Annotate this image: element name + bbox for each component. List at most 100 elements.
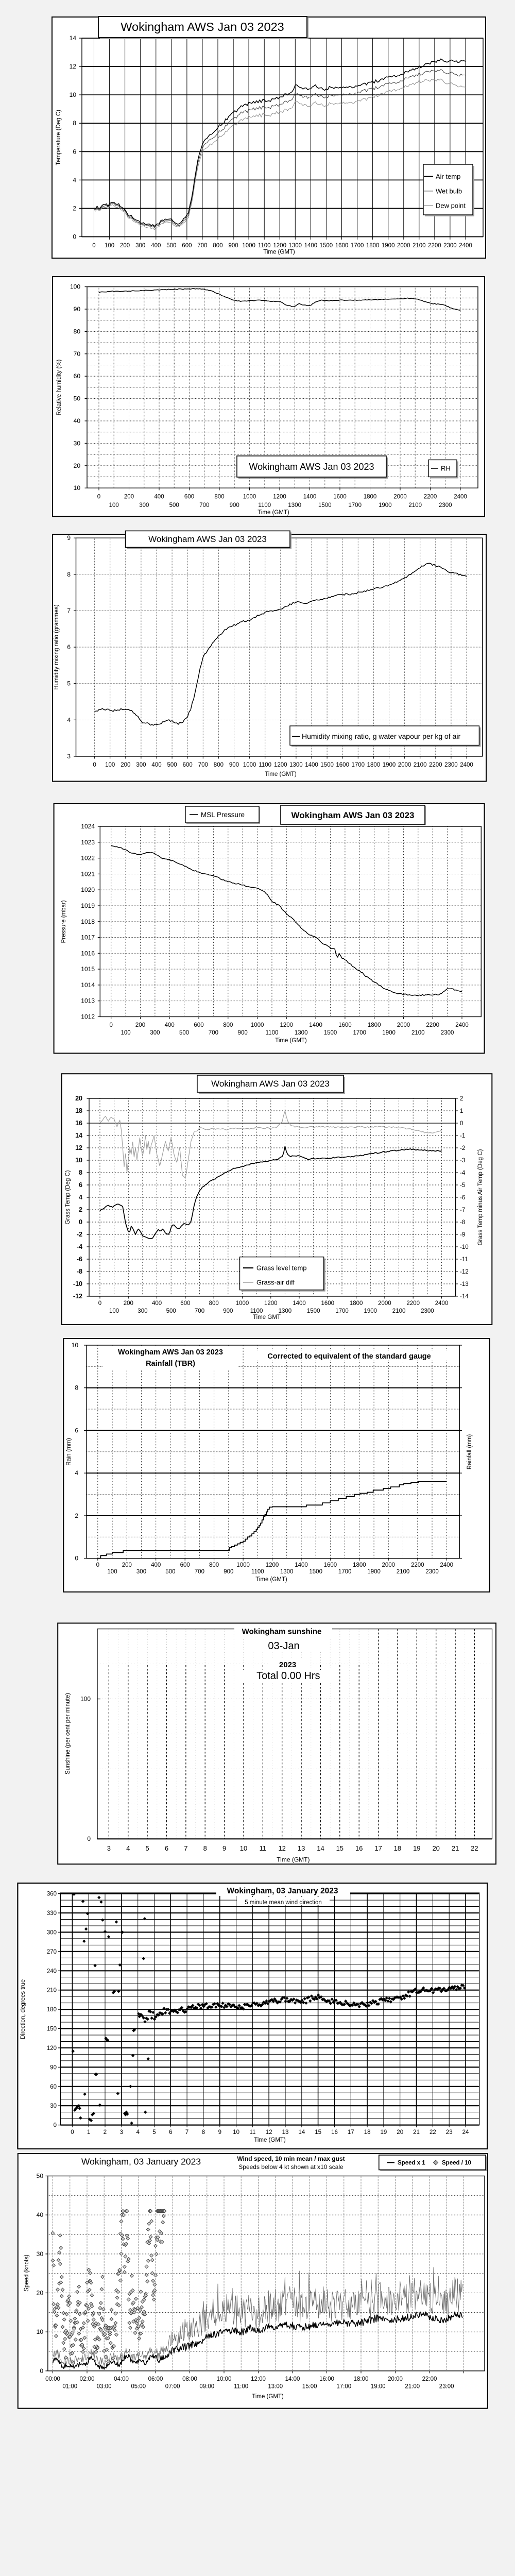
svg-text:2300: 2300 xyxy=(439,502,452,509)
svg-text:1022: 1022 xyxy=(81,855,95,862)
svg-text:2000: 2000 xyxy=(397,243,410,249)
svg-text:400: 400 xyxy=(165,1022,175,1028)
svg-text:17:00: 17:00 xyxy=(336,2384,351,2390)
svg-text:0: 0 xyxy=(109,1022,112,1028)
svg-text:1500: 1500 xyxy=(320,762,334,768)
svg-text:21:00: 21:00 xyxy=(405,2384,420,2390)
svg-text:23:00: 23:00 xyxy=(439,2384,454,2390)
svg-text:14: 14 xyxy=(298,2129,305,2136)
svg-text:18:00: 18:00 xyxy=(354,2376,369,2382)
svg-text:Wokingham AWS Jan 03 2023: Wokingham AWS Jan 03 2023 xyxy=(121,20,284,33)
svg-text:18: 18 xyxy=(75,1107,82,1114)
svg-text:Time (GMT): Time (GMT) xyxy=(252,2394,284,2400)
svg-text:4: 4 xyxy=(79,1194,82,1201)
svg-text:22: 22 xyxy=(430,2129,436,2136)
svg-text:1200: 1200 xyxy=(266,1562,279,1568)
svg-text:Time (GMT): Time (GMT) xyxy=(254,2137,286,2143)
svg-text:330: 330 xyxy=(47,1910,57,1917)
svg-text:14:00: 14:00 xyxy=(285,2376,300,2382)
svg-text:21: 21 xyxy=(452,1844,459,1852)
svg-text:Wokingham AWS Jan 03 2023: Wokingham AWS Jan 03 2023 xyxy=(118,1348,223,1357)
svg-text:20: 20 xyxy=(37,2290,44,2297)
svg-text:Time (GMT): Time (GMT) xyxy=(258,510,289,516)
svg-text:100: 100 xyxy=(121,1030,131,1036)
svg-text:2200: 2200 xyxy=(411,1562,424,1568)
svg-text:19: 19 xyxy=(381,2129,387,2136)
svg-text:RH: RH xyxy=(441,465,451,472)
svg-text:1100: 1100 xyxy=(250,1308,263,1314)
svg-text:1900: 1900 xyxy=(379,502,392,509)
svg-text:02:00: 02:00 xyxy=(80,2376,95,2382)
svg-text:800: 800 xyxy=(214,762,224,768)
svg-text:1900: 1900 xyxy=(364,1308,377,1314)
svg-text:10: 10 xyxy=(72,1342,79,1349)
svg-text:1500: 1500 xyxy=(318,502,332,509)
svg-text:01:00: 01:00 xyxy=(62,2384,77,2390)
svg-text:9: 9 xyxy=(218,2129,221,2136)
svg-text:1100: 1100 xyxy=(258,243,271,249)
svg-text:8: 8 xyxy=(203,1844,207,1852)
svg-text:7: 7 xyxy=(185,2129,188,2136)
svg-text:7: 7 xyxy=(67,607,71,615)
svg-text:90: 90 xyxy=(74,306,81,313)
svg-text:1018: 1018 xyxy=(81,918,95,925)
svg-text:Rainfall (mm): Rainfall (mm) xyxy=(467,1434,473,1470)
svg-text:1000: 1000 xyxy=(236,1300,249,1307)
svg-text:1020: 1020 xyxy=(81,886,95,893)
svg-text:700: 700 xyxy=(199,502,209,509)
svg-text:12: 12 xyxy=(278,1844,285,1852)
svg-text:Temperature (Deg C): Temperature (Deg C) xyxy=(56,110,62,165)
svg-text:900: 900 xyxy=(229,762,239,768)
svg-text:300: 300 xyxy=(138,1308,147,1314)
svg-text:1900: 1900 xyxy=(367,1569,381,1575)
svg-text:1200: 1200 xyxy=(273,243,286,249)
svg-text:1500: 1500 xyxy=(324,1030,337,1036)
svg-text:40: 40 xyxy=(74,417,81,425)
svg-text:Speed x 1: Speed x 1 xyxy=(398,2160,425,2166)
svg-text:800: 800 xyxy=(209,1562,219,1568)
svg-text:0: 0 xyxy=(40,2367,43,2375)
svg-text:Total 0.00 Hrs: Total 0.00 Hrs xyxy=(256,1670,320,1682)
svg-text:2300: 2300 xyxy=(444,762,458,768)
svg-text:1000: 1000 xyxy=(243,762,256,768)
svg-text:1000: 1000 xyxy=(243,494,256,500)
svg-text:90: 90 xyxy=(50,2064,57,2071)
svg-text:800: 800 xyxy=(223,1022,233,1028)
svg-text:1: 1 xyxy=(87,2129,90,2136)
svg-text:600: 600 xyxy=(194,1022,203,1028)
svg-text:6: 6 xyxy=(169,2129,172,2136)
svg-text:2400: 2400 xyxy=(454,494,467,500)
svg-text:0: 0 xyxy=(75,1555,78,1562)
svg-text:10: 10 xyxy=(233,2129,239,2136)
svg-text:1600: 1600 xyxy=(333,494,347,500)
svg-text:1600: 1600 xyxy=(321,1300,335,1307)
svg-text:5: 5 xyxy=(145,1844,149,1852)
svg-text:2000: 2000 xyxy=(397,1022,410,1028)
svg-text:-12: -12 xyxy=(73,1293,82,1300)
svg-text:1300: 1300 xyxy=(289,243,302,249)
svg-text:1019: 1019 xyxy=(81,902,95,909)
svg-text:6: 6 xyxy=(67,643,71,651)
svg-text:14: 14 xyxy=(75,1132,82,1139)
svg-text:2200: 2200 xyxy=(406,1300,420,1307)
svg-text:17: 17 xyxy=(374,1844,382,1852)
svg-text:Wokingham sunshine: Wokingham sunshine xyxy=(242,1628,322,1636)
svg-text:-6: -6 xyxy=(77,1256,82,1263)
svg-text:1023: 1023 xyxy=(81,839,95,846)
svg-text:2200: 2200 xyxy=(428,243,441,249)
svg-text:0: 0 xyxy=(73,233,76,241)
svg-text:-3: -3 xyxy=(460,1158,465,1164)
svg-text:Direction, degrees true: Direction, degrees true xyxy=(20,1979,26,2039)
svg-text:20: 20 xyxy=(74,462,81,469)
svg-text:5 minute mean wind direction: 5 minute mean wind direction xyxy=(245,1900,322,1906)
svg-text:16: 16 xyxy=(331,2129,338,2136)
svg-text:21: 21 xyxy=(413,2129,420,2136)
svg-text:600: 600 xyxy=(182,243,192,249)
svg-text:1800: 1800 xyxy=(364,494,377,500)
svg-text:0: 0 xyxy=(87,1835,91,1842)
svg-text:1800: 1800 xyxy=(368,1022,381,1028)
svg-text:08:00: 08:00 xyxy=(182,2376,197,2382)
svg-text:1015: 1015 xyxy=(81,965,95,973)
svg-text:600: 600 xyxy=(180,1562,190,1568)
svg-text:1600: 1600 xyxy=(338,1022,352,1028)
